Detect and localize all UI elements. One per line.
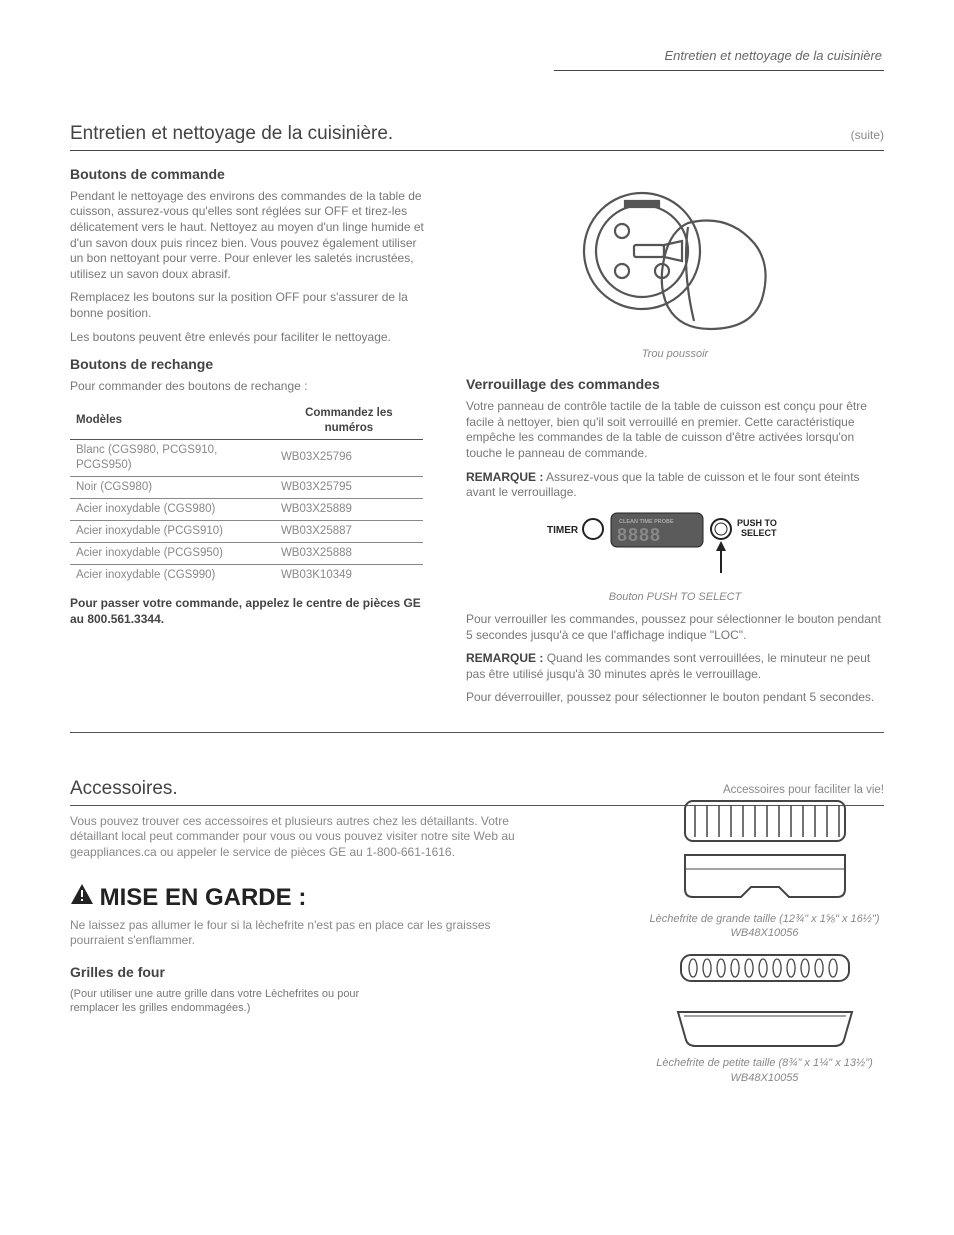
header-rule [554, 70, 884, 71]
left-para4: Pour commander des boutons de rechange : [70, 379, 430, 395]
note1-label: REMARQUE : [466, 470, 543, 484]
left-para3: Les boutons peuvent être enlevés pour fa… [70, 330, 430, 346]
cell: Noir (CGS980) [70, 476, 275, 498]
note2: REMARQUE : Quand les commandes sont verr… [466, 651, 884, 682]
oven-racks-body: (Pour utiliser une autre grille dans vot… [70, 987, 396, 1016]
knob-illustration [570, 173, 780, 343]
right-para1: Votre panneau de contrôle tactile de la … [466, 399, 884, 461]
large-broiler-set: Lèchefrite de grande taille (12¾" x 1⅝" … [647, 795, 882, 940]
section1-bottom-rule [70, 732, 884, 733]
small-broiler-caption: Lèchefrite de petite taille (8¾" x 1¼" x… [647, 1056, 882, 1085]
accessories-intro: Vous pouvez trouver ces accessoires et p… [70, 814, 542, 861]
cell: WB03X25796 [275, 439, 423, 476]
page-header-category: Entretien et nettoyage de la cuisinière [664, 48, 882, 65]
lock-subhead: Verrouillage des commandes [466, 375, 884, 393]
cell: WB03X25795 [275, 476, 423, 498]
cell: Acier inoxydable (PCGS910) [70, 520, 275, 542]
table-row: Acier inoxydable (PCGS950)WB03X25888 [70, 542, 423, 564]
cell: Blanc (CGS980, PCGS910, PCGS950) [70, 439, 275, 476]
section1-body: Boutons de commande Pendant le nettoyage… [70, 165, 884, 714]
accessory-images: Lèchefrite de grande taille (12¾" x 1⅝" … [647, 795, 882, 1095]
table-row: Blanc (CGS980, PCGS910, PCGS950)WB03X257… [70, 439, 423, 476]
right-para3: Pour déverrouiller, poussez pour sélecti… [466, 690, 884, 706]
small-broiler-pan: Lèchefrite de petite taille (8¾" x 1¼" x… [647, 1002, 882, 1085]
accessories-title: Accessoires. [70, 778, 178, 799]
svg-text:8888: 8888 [617, 525, 661, 545]
cell: Acier inoxydable (PCGS950) [70, 542, 275, 564]
knob-subhead: Boutons de commande [70, 165, 430, 183]
panel-caption: Bouton PUSH TO SELECT [466, 590, 884, 604]
right-para2: Pour verrouiller les commandes, poussez … [466, 612, 884, 643]
cell: Acier inoxydable (CGS990) [70, 564, 275, 586]
cell: WB03K10349 [275, 564, 423, 586]
section1-right-col: Trou poussoir Verrouillage des commandes… [466, 165, 884, 714]
small-broiler-rack [647, 951, 882, 992]
models-col-a: Modèles [70, 403, 275, 439]
cell: WB03X25889 [275, 498, 423, 520]
large-broiler-caption: Lèchefrite de grande taille (12¾" x 1⅝" … [647, 912, 882, 941]
warning-icon [70, 883, 94, 913]
order-note: Pour passer votre commande, appelez le c… [70, 596, 430, 627]
note1: REMARQUE : Assurez-vous que la table de … [466, 470, 884, 501]
table-row: Acier inoxydable (CGS990)WB03K10349 [70, 564, 423, 586]
section1-title: Entretien et nettoyage de la cuisinière. [70, 122, 393, 147]
warning-label: MISE EN GARDE : [100, 884, 307, 911]
cell: Acier inoxydable (CGS980) [70, 498, 275, 520]
left-para2: Remplacez les boutons sur la position OF… [70, 290, 430, 321]
replacement-knobs-subhead: Boutons de rechange [70, 355, 430, 373]
cell: WB03X25887 [275, 520, 423, 542]
models-table: Modèles Commandez les numéros Blanc (CGS… [70, 403, 423, 586]
control-panel-illustration: TIMER CLEAN TIME PROBE 8888 PUSH TO SELE… [466, 511, 884, 604]
table-row: Noir (CGS980)WB03X25795 [70, 476, 423, 498]
section1-left-col: Boutons de commande Pendant le nettoyage… [70, 165, 430, 714]
models-col-b: Commandez les numéros [275, 403, 423, 439]
svg-text:SELECT: SELECT [741, 528, 777, 538]
warning-body: Ne laissez pas allumer le four si la lèc… [70, 918, 542, 949]
note2-label: REMARQUE : [466, 651, 543, 665]
knob-caption: Trou poussoir [466, 347, 884, 361]
left-para1: Pendant le nettoyage des environs des co… [70, 189, 430, 283]
svg-text:PUSH TO: PUSH TO [737, 518, 777, 528]
table-row: Acier inoxydable (PCGS910)WB03X25887 [70, 520, 423, 542]
section1-title-row: Entretien et nettoyage de la cuisinière.… [70, 122, 884, 151]
table-row: Acier inoxydable (CGS980)WB03X25889 [70, 498, 423, 520]
svg-text:TIMER: TIMER [547, 525, 579, 536]
cell: WB03X25888 [275, 542, 423, 564]
section1-title-suffix: (suite) [851, 122, 884, 144]
